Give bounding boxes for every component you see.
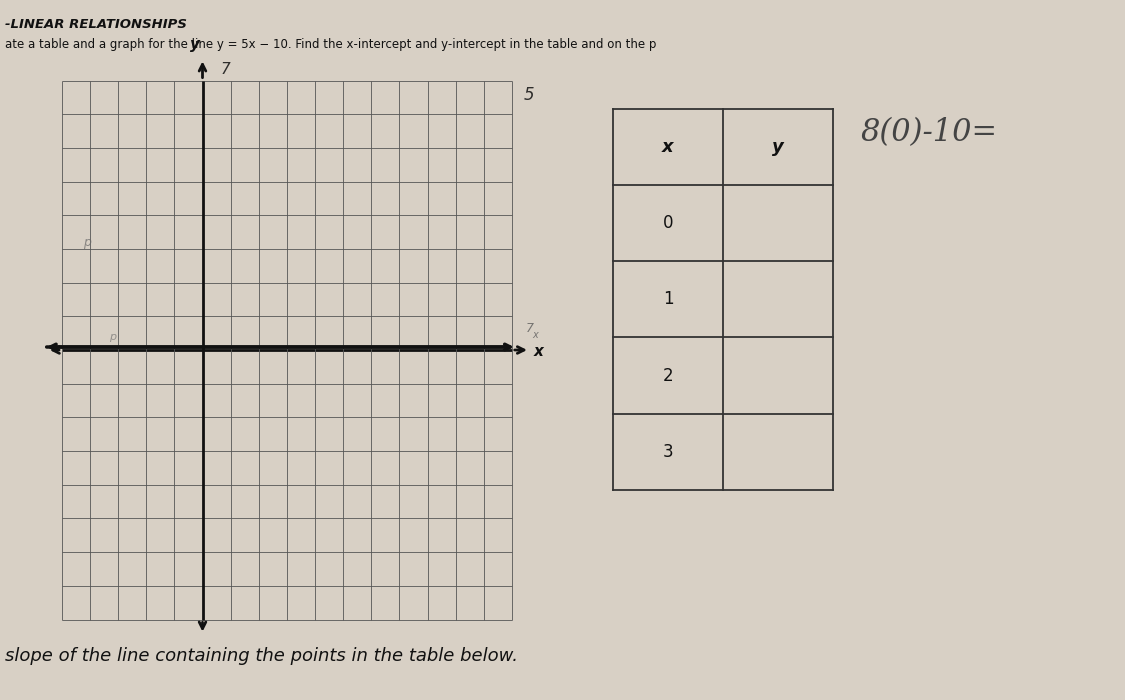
Text: 2: 2 (663, 367, 673, 384)
Text: 7: 7 (525, 322, 534, 335)
Text: y: y (189, 38, 199, 52)
Text: 3: 3 (663, 443, 673, 461)
Text: 0: 0 (663, 214, 673, 232)
Text: 1: 1 (663, 290, 673, 308)
Text: 8(0)-10=: 8(0)-10= (861, 118, 998, 148)
Text: 5: 5 (524, 85, 534, 104)
Text: x: x (532, 330, 538, 340)
Text: p: p (109, 332, 116, 342)
Text: x: x (534, 344, 543, 360)
Text: y: y (772, 138, 783, 155)
Text: p: p (83, 236, 91, 248)
Text: x: x (663, 138, 674, 155)
Text: 7: 7 (220, 62, 231, 78)
Text: slope of the line containing the points in the table below.: slope of the line containing the points … (4, 647, 518, 665)
Text: -LINEAR RELATIONSHIPS: -LINEAR RELATIONSHIPS (4, 18, 187, 31)
Text: ate a table and a graph for the line y = 5x − 10. Find the x-intercept and y-int: ate a table and a graph for the line y =… (4, 38, 656, 51)
